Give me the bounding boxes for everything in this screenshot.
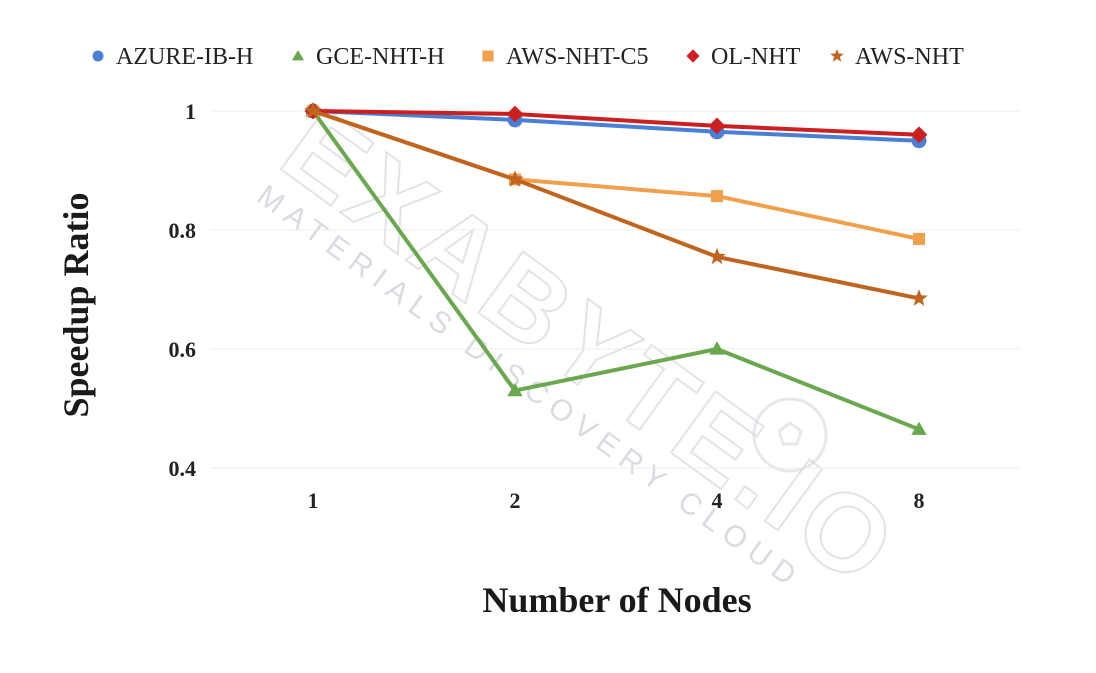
y-tick-label: 0.8 [169, 218, 197, 243]
data-point-aws-nht-c5 [711, 190, 723, 203]
watermark-brand: EXABYTE.IO [261, 85, 921, 611]
data-point-aws-nht-c5 [913, 232, 925, 245]
data-point-gce-nht-h [709, 341, 725, 355]
legend-marker-aws-nht-c5 [482, 50, 494, 62]
data-point-aws-nht [304, 101, 322, 119]
data-point-ol-nht [506, 105, 524, 123]
legend-label-gce-nht-h: GCE-NHT-H [316, 44, 444, 70]
y-axis-title: Speedup Ratio [56, 192, 96, 417]
legend-label-ol-nht: OL-NHT [711, 44, 801, 70]
series-line-gce-nht-h [311, 109, 920, 432]
data-point-gce-nht-h [507, 382, 523, 397]
series-line-azure-ib-h [312, 109, 920, 143]
y-axis: 0.4 0.6 0.8 1 [169, 99, 197, 481]
legend-item-azure-ib-h: AZURE-IB-H [92, 44, 253, 70]
series-ol-nht [304, 102, 928, 144]
y-tick-label: 0.4 [169, 456, 197, 481]
y-tick-label: 1 [185, 99, 196, 124]
data-point-ol-nht [910, 126, 928, 144]
legend-marker-gce-nht-h [291, 49, 305, 61]
legend-label-aws-nht-c5: AWS-NHT-C5 [506, 44, 649, 70]
x-tick-label: 8 [914, 488, 925, 513]
data-point-gce-nht-h [911, 421, 927, 435]
series [304, 101, 928, 435]
legend-item-gce-nht-h: GCE-NHT-H [291, 44, 444, 70]
data-point-aws-nht [708, 247, 726, 265]
y-tick-label: 0.6 [169, 337, 197, 362]
legend-item-ol-nht: OL-NHT [686, 44, 801, 70]
data-point-aws-nht [506, 170, 524, 187]
legend-item-aws-nht-c5: AWS-NHT-C5 [482, 44, 649, 70]
data-point-ol-nht [708, 117, 726, 135]
series-line-aws-nht [312, 109, 920, 301]
legend-item-aws-nht: AWS-NHT [830, 44, 964, 70]
x-axis-title: Number of Nodes [482, 580, 751, 620]
x-tick-label: 2 [510, 488, 521, 513]
x-tick-label: 1 [308, 488, 319, 513]
series-aws-nht [304, 101, 928, 306]
x-axis: 1 2 4 8 [308, 488, 925, 513]
soccer-ball-icon [752, 397, 828, 473]
legend-label-aws-nht: AWS-NHT [855, 44, 964, 70]
legend: AZURE-IB-H GCE-NHT-H AWS-NHT-C5 OL-NHT AWS-N… [92, 44, 964, 70]
legend-label-azure-ib-h: AZURE-IB-H [116, 44, 253, 70]
data-point-aws-nht [910, 289, 928, 306]
legend-marker-ol-nht [686, 49, 700, 63]
x-tick-label: 4 [712, 488, 723, 513]
legend-marker-azure-ib-h [92, 50, 104, 62]
series-line-ol-nht [312, 109, 920, 137]
legend-marker-aws-nht [830, 48, 844, 62]
